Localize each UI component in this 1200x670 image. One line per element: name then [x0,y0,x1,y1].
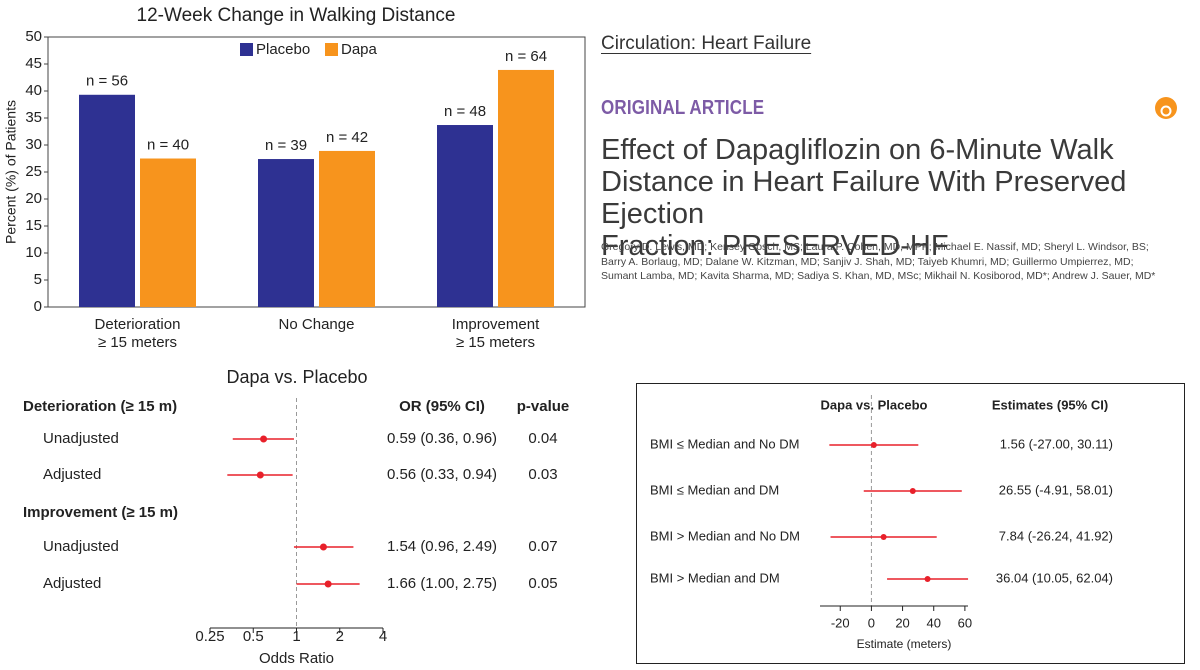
ci-label: 7.84 (-26.24, 41.92) [999,528,1113,543]
bar [258,159,314,307]
estimate-point [870,442,877,448]
legend-swatch [325,43,338,56]
legend-label: Dapa [341,41,378,58]
estimate-point [256,471,264,479]
open-access-icon [1155,97,1177,119]
estimate-header: Estimates (95% CI) [992,397,1108,412]
row-label: Unadjusted [43,430,119,447]
x-tick-label: Deterioration ≥ 15 meters [95,316,181,351]
x-tick-label: 0.5 [243,628,264,645]
row-label: BMI ≤ Median and DM [650,482,779,497]
y-tick-label: 20 [25,190,42,207]
x-tick-label: 1 [292,628,300,645]
estimate-point [909,488,916,494]
n-label: n = 40 [147,136,189,153]
x-tick-label: 0 [868,615,875,630]
p-value: 0.03 [528,466,557,483]
y-tick-label: 30 [25,136,42,153]
article-type: ORIGINAL ARTICLE [601,97,765,119]
row-label: BMI ≤ Median and No DM [650,436,799,451]
x-tick-label: 60 [958,615,972,630]
y-axis-label: Percent (%) of Patients [3,100,19,244]
open-access-icon-ring [1160,105,1172,117]
row-label: Adjusted [43,575,101,592]
x-tick-label: 4 [379,628,387,645]
x-tick-label: 40 [926,615,940,630]
row-label: Unadjusted [43,538,119,555]
forest-title: Dapa vs. Placebo [821,397,928,412]
journal-name: Circulation: Heart Failure [601,33,812,54]
estimate-point [924,576,931,582]
estimate-point [324,580,332,588]
ci-label: 0.56 (0.33, 0.94) [387,466,497,483]
y-tick-label: 10 [25,244,42,261]
ci-label: 1.56 (-27.00, 30.11) [1000,436,1113,451]
y-tick-label: 0 [34,298,42,315]
estimate-point [319,543,327,551]
p-value: 0.04 [528,430,557,447]
x-axis-label: Estimate (meters) [857,637,952,651]
y-tick-label: 50 [25,28,42,45]
x-tick-label: Improvement ≥ 15 meters [452,316,540,351]
y-tick-label: 45 [25,55,42,72]
estimate-point [880,534,887,540]
group-label: Deterioration (≥ 15 m) [23,398,177,415]
y-tick-label: 40 [25,82,42,99]
chart-title: 12-Week Change in Walking Distance [137,5,456,26]
article-title: Effect of Dapagliflozin on 6-Minute Walk… [601,134,1127,262]
n-label: n = 64 [505,48,547,65]
ci-label: 0.59 (0.36, 0.96) [387,430,497,447]
bar [319,150,375,307]
row-label: BMI > Median and No DM [650,528,800,543]
y-tick-label: 5 [34,271,42,288]
x-tick-label: 0.25 [195,628,224,645]
bar [437,125,493,308]
y-tick-label: 35 [25,109,42,126]
n-label: n = 39 [265,137,307,154]
bar [140,158,196,307]
bar [79,94,135,307]
p-header: p-value [517,398,570,415]
article-authors: Gregory D. Lewis, MD; Kensey Gosch, MS; … [601,241,1156,282]
n-label: n = 56 [86,73,128,90]
y-tick-label: 15 [25,217,42,234]
y-tick-label: 25 [25,163,42,180]
estimate-header: OR (95% CI) [399,398,485,415]
x-tick-label: No Change [279,316,355,333]
group-label: Improvement (≥ 15 m) [23,504,178,521]
x-axis-label: Odds Ratio [259,650,334,667]
row-label: Adjusted [43,466,101,483]
x-tick-label: 20 [895,615,909,630]
p-value: 0.07 [528,538,557,555]
n-label: n = 42 [326,129,368,146]
bar [498,69,554,307]
row-label: BMI > Median and DM [650,570,780,585]
forest-title: Dapa vs. Placebo [226,367,367,387]
ci-label: 36.04 (10.05, 62.04) [996,570,1113,585]
x-tick-label: 2 [336,628,344,645]
estimate-point [260,435,268,443]
forest-frame [636,383,1185,664]
ci-label: 1.66 (1.00, 2.75) [387,575,497,592]
ci-label: 1.54 (0.96, 2.49) [387,538,497,555]
legend-label: Placebo [256,41,310,58]
x-tick-label: -20 [831,615,850,630]
p-value: 0.05 [528,575,557,592]
legend-swatch [240,43,253,56]
n-label: n = 48 [444,103,486,120]
ci-label: 26.55 (-4.91, 58.01) [999,482,1113,497]
